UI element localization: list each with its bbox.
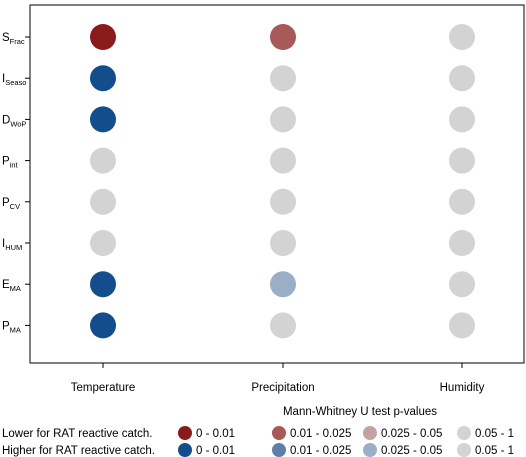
legend-swatch (272, 426, 286, 440)
y-tick-label: DWoP (2, 114, 26, 128)
point-5-2 (449, 230, 475, 256)
y-tick-label: SFrac (2, 32, 25, 46)
point-5-0 (90, 230, 116, 256)
legend-entry-label: 0.05 - 1 (475, 445, 514, 457)
legend-row-label: Higher for RAT reactive catch. (2, 445, 155, 457)
x-tick-label: Humidity (440, 382, 485, 394)
legend-entry-label: 0.025 - 0.05 (381, 445, 442, 457)
point-6-1 (270, 271, 296, 298)
point-4-1 (270, 188, 296, 215)
y-tick-label: PMA (2, 320, 21, 334)
legend-entry-label: 0 - 0.01 (196, 428, 235, 440)
point-0-2 (449, 24, 475, 50)
point-5-1 (270, 230, 296, 256)
point-1-0 (90, 65, 116, 92)
point-7-2 (449, 312, 475, 339)
point-6-0 (90, 271, 116, 298)
y-tick-label: Pint (2, 156, 19, 170)
x-axis: Temperature Precipitation Humidity (71, 363, 485, 394)
point-4-2 (449, 188, 475, 215)
y-axis: SFrac ISeaso DWoP Pint PCV IHUM EMA PMA (2, 32, 30, 334)
point-1-1 (270, 65, 296, 92)
point-3-2 (449, 147, 475, 174)
legend-title: Mann-Whitney U test p-values (283, 406, 437, 418)
legend-swatch (178, 426, 192, 440)
legend: Lower for RAT reactive catch. Higher for … (2, 426, 514, 457)
point-3-0 (90, 147, 116, 174)
legend-swatch (457, 426, 471, 440)
legend-entry-label: 0.05 - 1 (475, 428, 514, 440)
x-tick-label: Precipitation (251, 382, 314, 394)
legend-entry-label: 0.01 - 0.025 (290, 428, 351, 440)
legend-row-label: Lower for RAT reactive catch. (2, 428, 152, 440)
legend-swatch (363, 426, 377, 440)
point-4-0 (90, 188, 116, 215)
point-3-1 (270, 147, 296, 174)
point-0-0 (90, 24, 116, 50)
y-tick-label: PCV (2, 197, 20, 211)
point-7-1 (270, 312, 296, 339)
legend-swatch (272, 443, 286, 457)
point-2-2 (449, 106, 475, 133)
x-tick-label: Temperature (71, 382, 136, 394)
legend-entry-label: 0.025 - 0.05 (381, 428, 442, 440)
y-tick-label: IHUM (2, 238, 22, 252)
point-2-1 (270, 106, 296, 133)
plot-frame (29, 4, 525, 364)
legend-swatch (363, 443, 377, 457)
point-6-2 (449, 271, 475, 298)
points-layer (90, 24, 475, 339)
point-0-1 (270, 24, 296, 50)
legend-entry-label: 0.01 - 0.025 (290, 445, 351, 457)
legend-entry-label: 0 - 0.01 (196, 445, 235, 457)
y-tick-label: EMA (2, 279, 21, 293)
point-7-0 (90, 312, 116, 339)
legend-swatch (457, 443, 471, 457)
point-1-2 (449, 65, 475, 92)
point-2-0 (90, 106, 116, 133)
y-tick-label: ISeaso (2, 73, 26, 87)
legend-swatch (178, 443, 192, 457)
